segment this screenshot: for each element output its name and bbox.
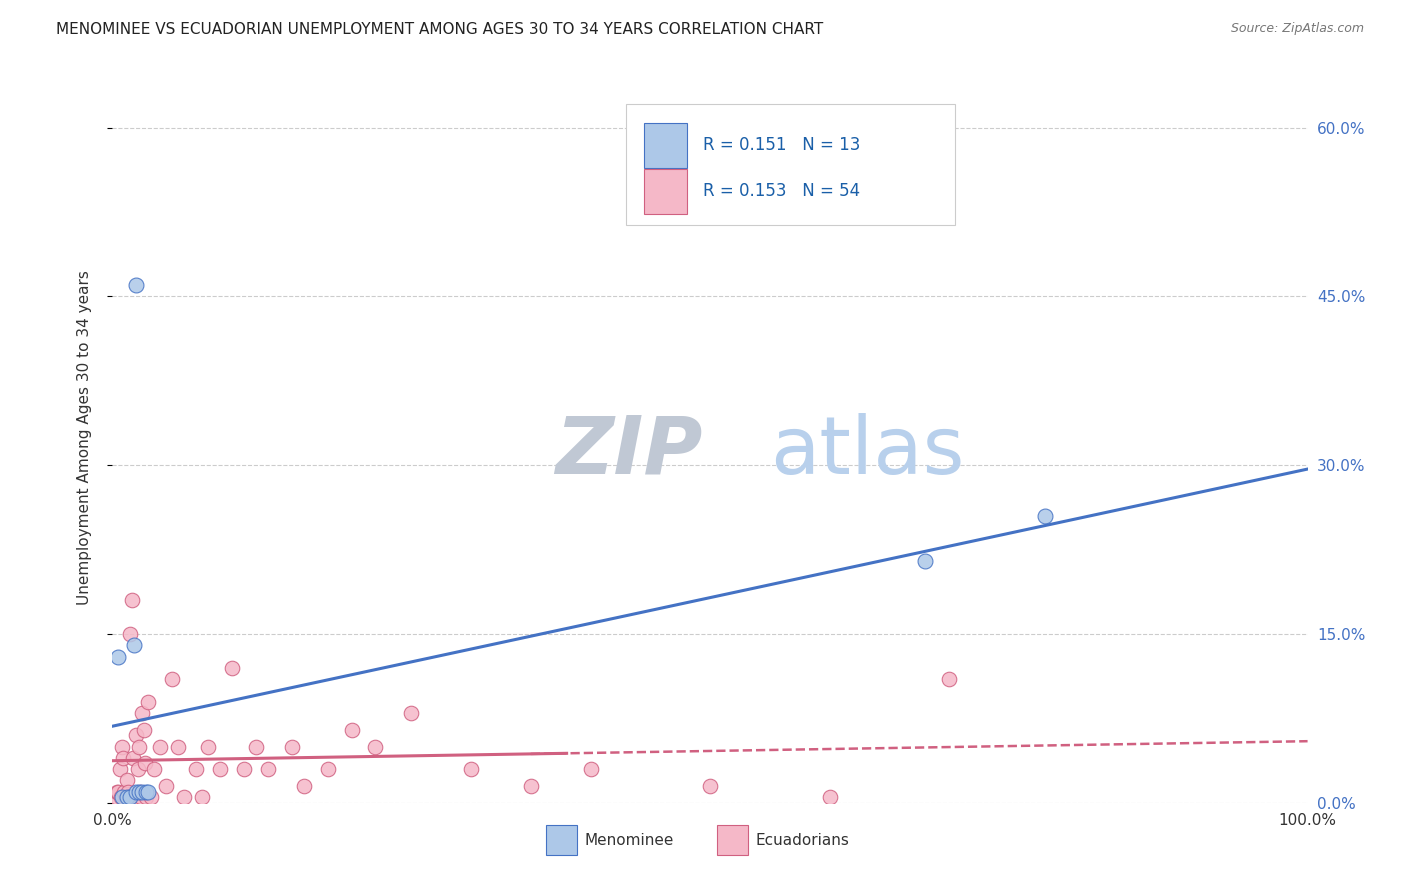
Text: MENOMINEE VS ECUADORIAN UNEMPLOYMENT AMONG AGES 30 TO 34 YEARS CORRELATION CHART: MENOMINEE VS ECUADORIAN UNEMPLOYMENT AMO… — [56, 22, 824, 37]
Point — [401, 706, 423, 720]
Point — [138, 694, 160, 708]
Point — [129, 784, 152, 798]
Point — [245, 739, 267, 754]
Point — [364, 739, 387, 754]
Point — [121, 751, 143, 765]
Point — [209, 762, 232, 776]
Point — [818, 790, 841, 805]
Point — [124, 790, 146, 805]
Point — [134, 756, 156, 771]
Point — [120, 790, 142, 805]
Point — [316, 762, 339, 776]
Point — [114, 784, 135, 798]
Point — [914, 554, 936, 568]
Point — [107, 784, 129, 798]
Point — [131, 784, 153, 798]
Point — [167, 739, 190, 754]
Point — [110, 790, 132, 805]
Point — [105, 784, 128, 798]
FancyBboxPatch shape — [627, 104, 955, 225]
Point — [460, 762, 482, 776]
Text: Ecuadorians: Ecuadorians — [755, 832, 849, 847]
Point — [125, 784, 148, 798]
Point — [129, 790, 152, 805]
Point — [111, 739, 134, 754]
Point — [112, 751, 135, 765]
Point — [122, 790, 145, 805]
Point — [111, 790, 134, 805]
Point — [138, 784, 160, 798]
Text: ZIP: ZIP — [554, 413, 702, 491]
Point — [139, 790, 162, 805]
Point — [131, 706, 153, 720]
Point — [117, 784, 139, 798]
Point — [221, 661, 243, 675]
Point — [122, 638, 145, 652]
Point — [118, 790, 141, 805]
Point — [155, 779, 177, 793]
Point — [115, 773, 138, 788]
Point — [120, 627, 142, 641]
Point — [132, 723, 155, 737]
Point — [938, 672, 960, 686]
Point — [281, 739, 304, 754]
Point — [149, 739, 172, 754]
FancyBboxPatch shape — [547, 825, 578, 855]
Text: Menominee: Menominee — [585, 832, 673, 847]
Point — [135, 784, 157, 798]
Point — [579, 762, 602, 776]
Point — [115, 790, 138, 805]
Text: R = 0.153   N = 54: R = 0.153 N = 54 — [703, 182, 860, 201]
Point — [128, 739, 150, 754]
Point — [128, 784, 150, 798]
Point — [191, 790, 214, 805]
Y-axis label: Unemployment Among Ages 30 to 34 years: Unemployment Among Ages 30 to 34 years — [77, 269, 91, 605]
Point — [292, 779, 315, 793]
Point — [197, 739, 219, 754]
Text: R = 0.151   N = 13: R = 0.151 N = 13 — [703, 136, 860, 154]
Point — [173, 790, 195, 805]
Text: atlas: atlas — [770, 413, 965, 491]
Point — [233, 762, 256, 776]
Text: Source: ZipAtlas.com: Source: ZipAtlas.com — [1230, 22, 1364, 36]
Point — [520, 779, 543, 793]
Point — [125, 278, 148, 293]
Point — [121, 593, 143, 607]
Point — [340, 723, 363, 737]
Point — [1033, 508, 1056, 523]
Point — [135, 790, 157, 805]
Point — [114, 790, 136, 805]
Point — [105, 790, 128, 805]
FancyBboxPatch shape — [717, 825, 748, 855]
FancyBboxPatch shape — [644, 122, 688, 168]
Point — [127, 762, 149, 776]
Point — [186, 762, 208, 776]
Point — [108, 762, 131, 776]
FancyBboxPatch shape — [644, 169, 688, 214]
Point — [257, 762, 280, 776]
Point — [143, 762, 166, 776]
Point — [699, 779, 721, 793]
Point — [125, 728, 148, 742]
Point — [162, 672, 183, 686]
Point — [107, 649, 129, 664]
